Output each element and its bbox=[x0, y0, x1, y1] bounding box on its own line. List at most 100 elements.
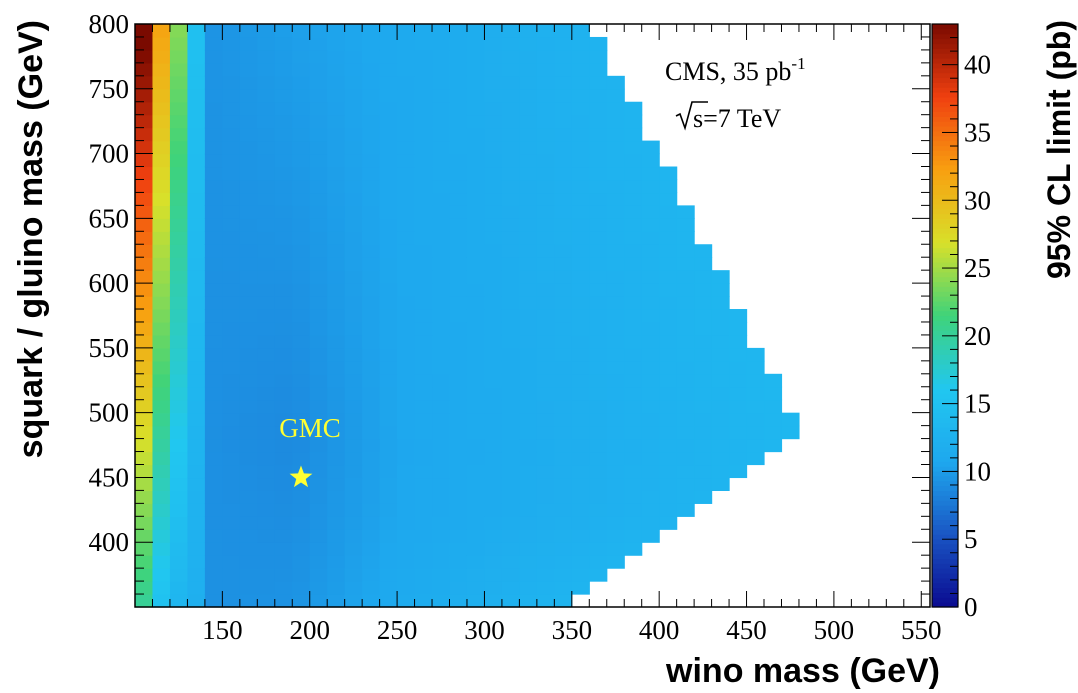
heatmap-cell bbox=[379, 568, 398, 582]
heatmap-cell bbox=[501, 309, 520, 323]
heatmap-cell bbox=[135, 62, 154, 77]
heatmap-cell bbox=[501, 464, 520, 479]
heatmap-cell bbox=[397, 425, 416, 440]
heatmap-cell bbox=[397, 360, 416, 375]
heatmap-cell bbox=[432, 451, 451, 466]
heatmap-cell bbox=[571, 438, 590, 453]
heatmap-cell bbox=[414, 425, 433, 440]
heatmap-cell bbox=[589, 399, 608, 414]
heatmap-cell bbox=[641, 244, 660, 258]
heatmap-cell bbox=[327, 412, 346, 427]
heatmap-cell bbox=[519, 334, 538, 349]
heatmap-cell bbox=[501, 321, 520, 336]
heatmap-cell bbox=[536, 62, 555, 77]
heatmap-cell bbox=[344, 516, 363, 530]
heatmap-cell bbox=[292, 516, 311, 530]
heatmap-cell bbox=[169, 36, 189, 51]
y-tick-label: 400 bbox=[89, 527, 130, 557]
heatmap-cell bbox=[274, 464, 293, 479]
heatmap-cell bbox=[239, 477, 258, 491]
colorbar-band bbox=[932, 242, 958, 249]
heatmap-cell bbox=[257, 218, 276, 232]
heatmap-cell bbox=[624, 438, 643, 453]
heatmap-cell bbox=[659, 438, 678, 453]
heatmap-cell bbox=[309, 101, 328, 116]
heatmap-cell bbox=[781, 412, 800, 427]
heatmap-cell bbox=[362, 334, 381, 349]
heatmap-cell bbox=[536, 309, 555, 323]
heatmap-cell bbox=[152, 218, 171, 232]
heatmap-cell bbox=[432, 334, 451, 349]
heatmap-cell bbox=[169, 140, 189, 155]
heatmap-cell bbox=[641, 231, 660, 245]
heatmap-cell bbox=[466, 244, 486, 258]
colorbar-tick-label: 35 bbox=[964, 117, 991, 147]
heatmap-cell bbox=[519, 425, 538, 440]
heatmap-cell bbox=[135, 88, 154, 103]
heatmap-cell bbox=[362, 581, 381, 595]
heatmap-cell bbox=[641, 270, 660, 284]
heatmap-cell bbox=[519, 166, 538, 181]
heatmap-cell bbox=[449, 542, 468, 556]
heatmap-cell bbox=[327, 24, 346, 38]
heatmap-cell bbox=[484, 218, 503, 232]
heatmap-cell bbox=[239, 347, 258, 362]
heatmap-cell bbox=[414, 451, 433, 466]
heatmap-cell bbox=[501, 438, 520, 453]
heatmap-cell bbox=[606, 464, 625, 479]
heatmap-cell bbox=[589, 321, 608, 336]
heatmap-cell bbox=[204, 529, 223, 543]
heatmap-cell bbox=[239, 101, 258, 116]
heatmap-cell bbox=[257, 296, 276, 310]
heatmap-cell bbox=[571, 257, 590, 271]
heatmap-cell bbox=[222, 88, 241, 103]
heatmap-cell bbox=[432, 270, 451, 284]
colorbar-band bbox=[932, 519, 958, 526]
heatmap-cell bbox=[519, 218, 538, 232]
heatmap-cell bbox=[536, 347, 555, 362]
colorbar-band bbox=[932, 393, 958, 399]
heatmap-cell bbox=[152, 166, 171, 181]
heatmap-cell bbox=[484, 49, 503, 64]
colorbar-band bbox=[932, 364, 958, 370]
colorbar-band bbox=[932, 130, 958, 137]
heatmap-cell bbox=[187, 296, 206, 310]
heatmap-cell bbox=[169, 399, 189, 414]
y-axis-title: squark / gluino mass (GeV) bbox=[12, 20, 50, 458]
heatmap-cell bbox=[222, 334, 241, 349]
colorbar-tick-label: 0 bbox=[964, 592, 978, 622]
heatmap-cell bbox=[239, 114, 258, 129]
heatmap-cell bbox=[397, 75, 416, 90]
colorbar-band bbox=[932, 383, 958, 389]
colorbar-band bbox=[932, 490, 958, 496]
colorbar-band bbox=[932, 96, 958, 103]
heatmap-cell bbox=[362, 568, 381, 582]
heatmap-cell bbox=[327, 425, 346, 440]
heatmap-cell bbox=[414, 24, 433, 38]
heatmap-cell bbox=[379, 555, 398, 569]
heatmap-cell bbox=[274, 192, 293, 206]
heatmap-cell bbox=[257, 555, 276, 569]
heatmap-cell bbox=[694, 438, 713, 453]
heatmap-cell bbox=[135, 36, 154, 51]
colorbar-band bbox=[932, 432, 958, 438]
heatmap-cell bbox=[222, 490, 241, 504]
heatmap-cell bbox=[239, 179, 258, 194]
heatmap-cell bbox=[519, 542, 538, 556]
heatmap-cell bbox=[501, 231, 520, 245]
heatmap-cell bbox=[449, 347, 468, 362]
colorbar-band bbox=[932, 509, 958, 516]
heatmap-cell bbox=[606, 88, 625, 103]
heatmap-cell bbox=[449, 270, 468, 284]
heatmap-cell bbox=[362, 244, 381, 258]
energy-text: s=7 TeV bbox=[693, 104, 781, 133]
heatmap-cell bbox=[571, 192, 590, 206]
heatmap-cell bbox=[589, 477, 608, 491]
heatmap-cell bbox=[204, 425, 223, 440]
heatmap-cell bbox=[309, 438, 328, 453]
heatmap-cell bbox=[624, 542, 643, 556]
heatmap-cell bbox=[501, 36, 520, 51]
heatmap-cell bbox=[257, 594, 276, 608]
colorbar-band bbox=[932, 373, 958, 380]
heatmap-cell bbox=[659, 464, 678, 479]
